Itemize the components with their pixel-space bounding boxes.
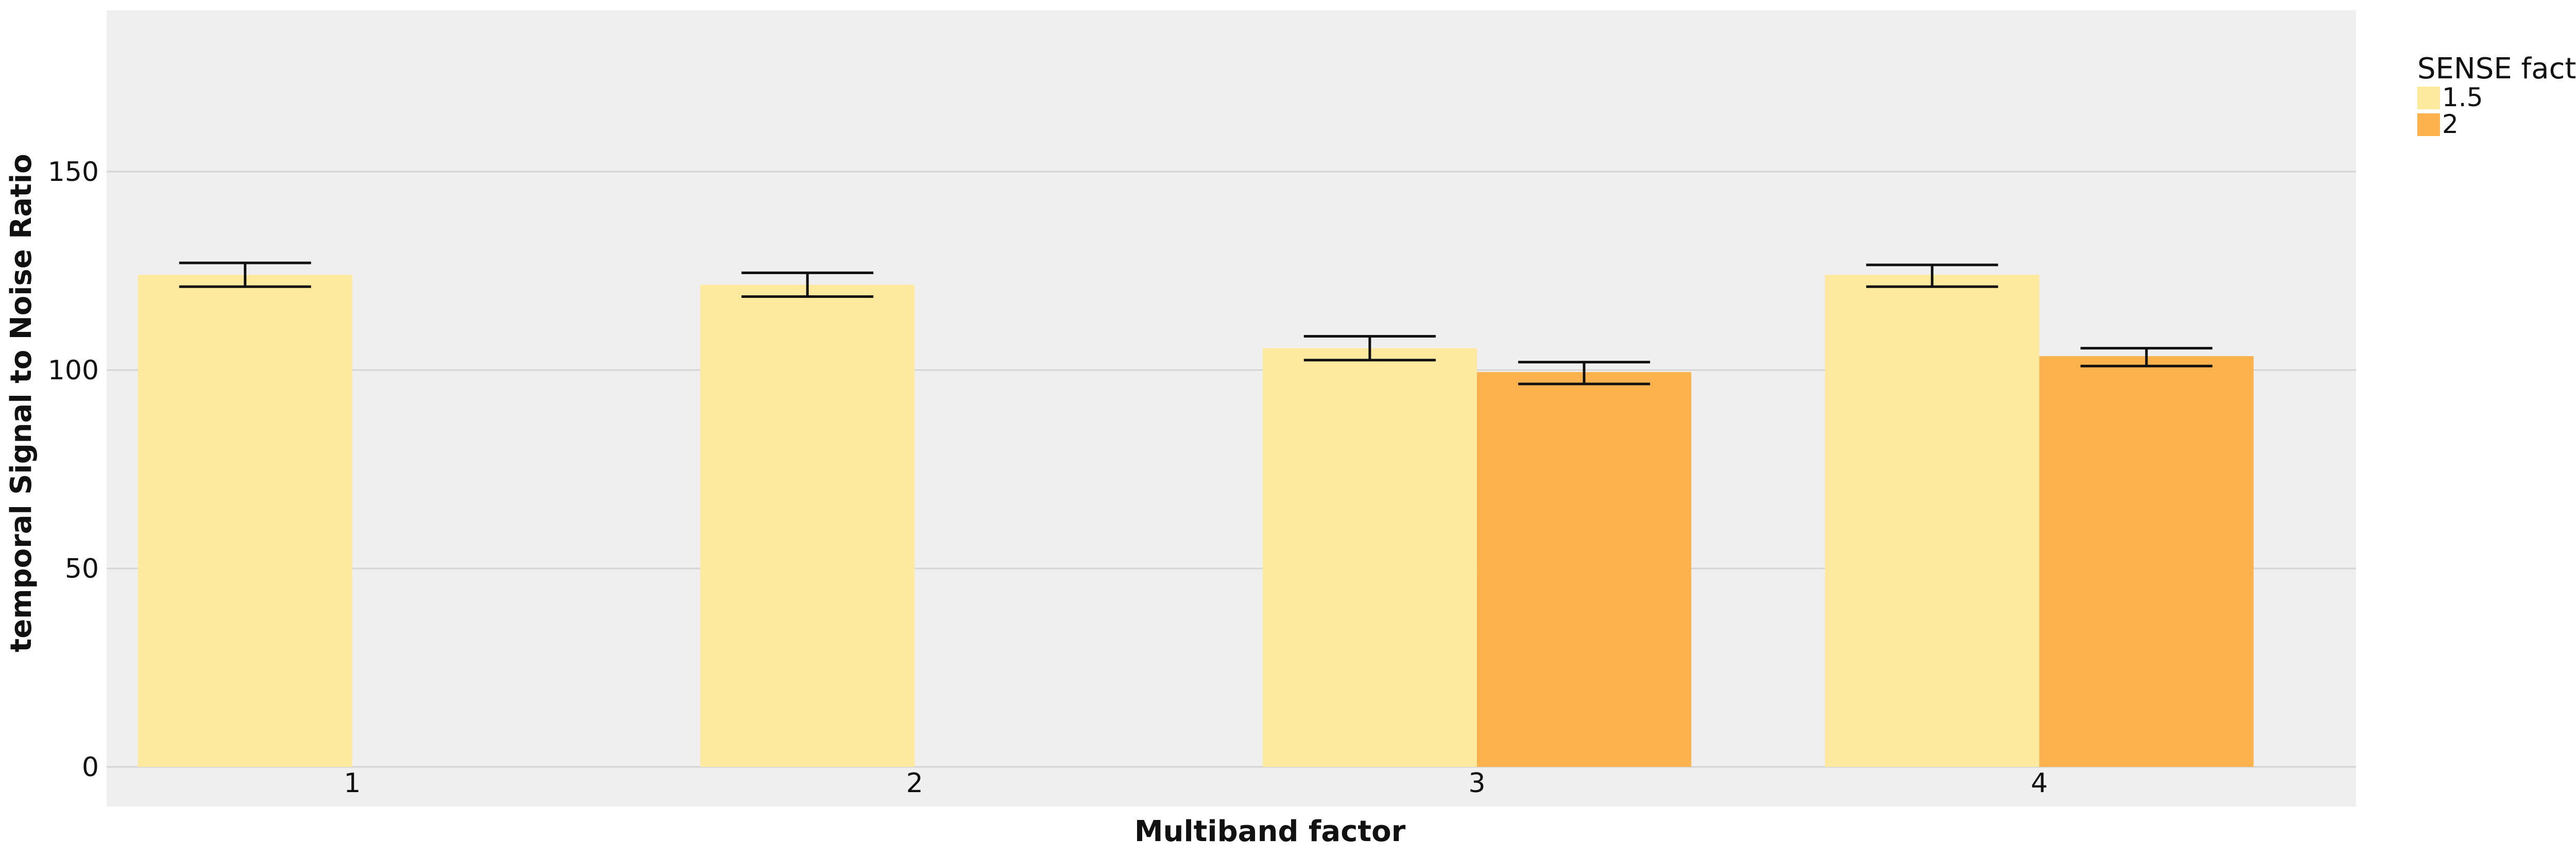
bars xyxy=(138,275,2254,767)
bar xyxy=(1825,275,2040,767)
x-tick-label: 2 xyxy=(906,768,923,799)
error-bars xyxy=(179,261,2213,385)
x-tick-labels: 1 2 3 4 xyxy=(344,768,2048,799)
bar xyxy=(138,275,352,767)
y-tick-label: 50 xyxy=(65,554,99,584)
x-axis-title: Multiband factor xyxy=(1134,815,1406,848)
bar xyxy=(2039,356,2254,767)
legend-label: 1.5 xyxy=(2442,82,2483,112)
y-tick-labels: 0 50 100 150 xyxy=(48,157,99,783)
y-axis-title: temporal Signal to Noise Ratio xyxy=(5,154,38,652)
x-tick-label: 4 xyxy=(2031,768,2048,799)
legend-title: SENSE factor xyxy=(2417,52,2576,86)
legend-label: 2 xyxy=(2442,109,2459,139)
error-bar xyxy=(2080,347,2213,367)
legend: SENSE factor 1.52 xyxy=(2417,52,2576,139)
error-bar xyxy=(1303,335,1436,362)
bar xyxy=(1477,372,1691,767)
y-tick-label: 100 xyxy=(48,355,99,386)
y-tick-label: 150 xyxy=(48,157,99,188)
legend-swatch xyxy=(2417,87,2440,109)
bar xyxy=(1262,348,1477,767)
error-bar xyxy=(179,261,311,288)
legend-swatch xyxy=(2417,113,2440,136)
error-bar xyxy=(1866,263,1998,288)
bar xyxy=(700,284,915,767)
x-tick-label: 1 xyxy=(344,768,361,799)
x-tick-label: 3 xyxy=(1468,768,1485,799)
error-bar xyxy=(741,271,874,298)
error-bar xyxy=(1518,361,1650,385)
y-tick-label: 0 xyxy=(82,752,99,783)
